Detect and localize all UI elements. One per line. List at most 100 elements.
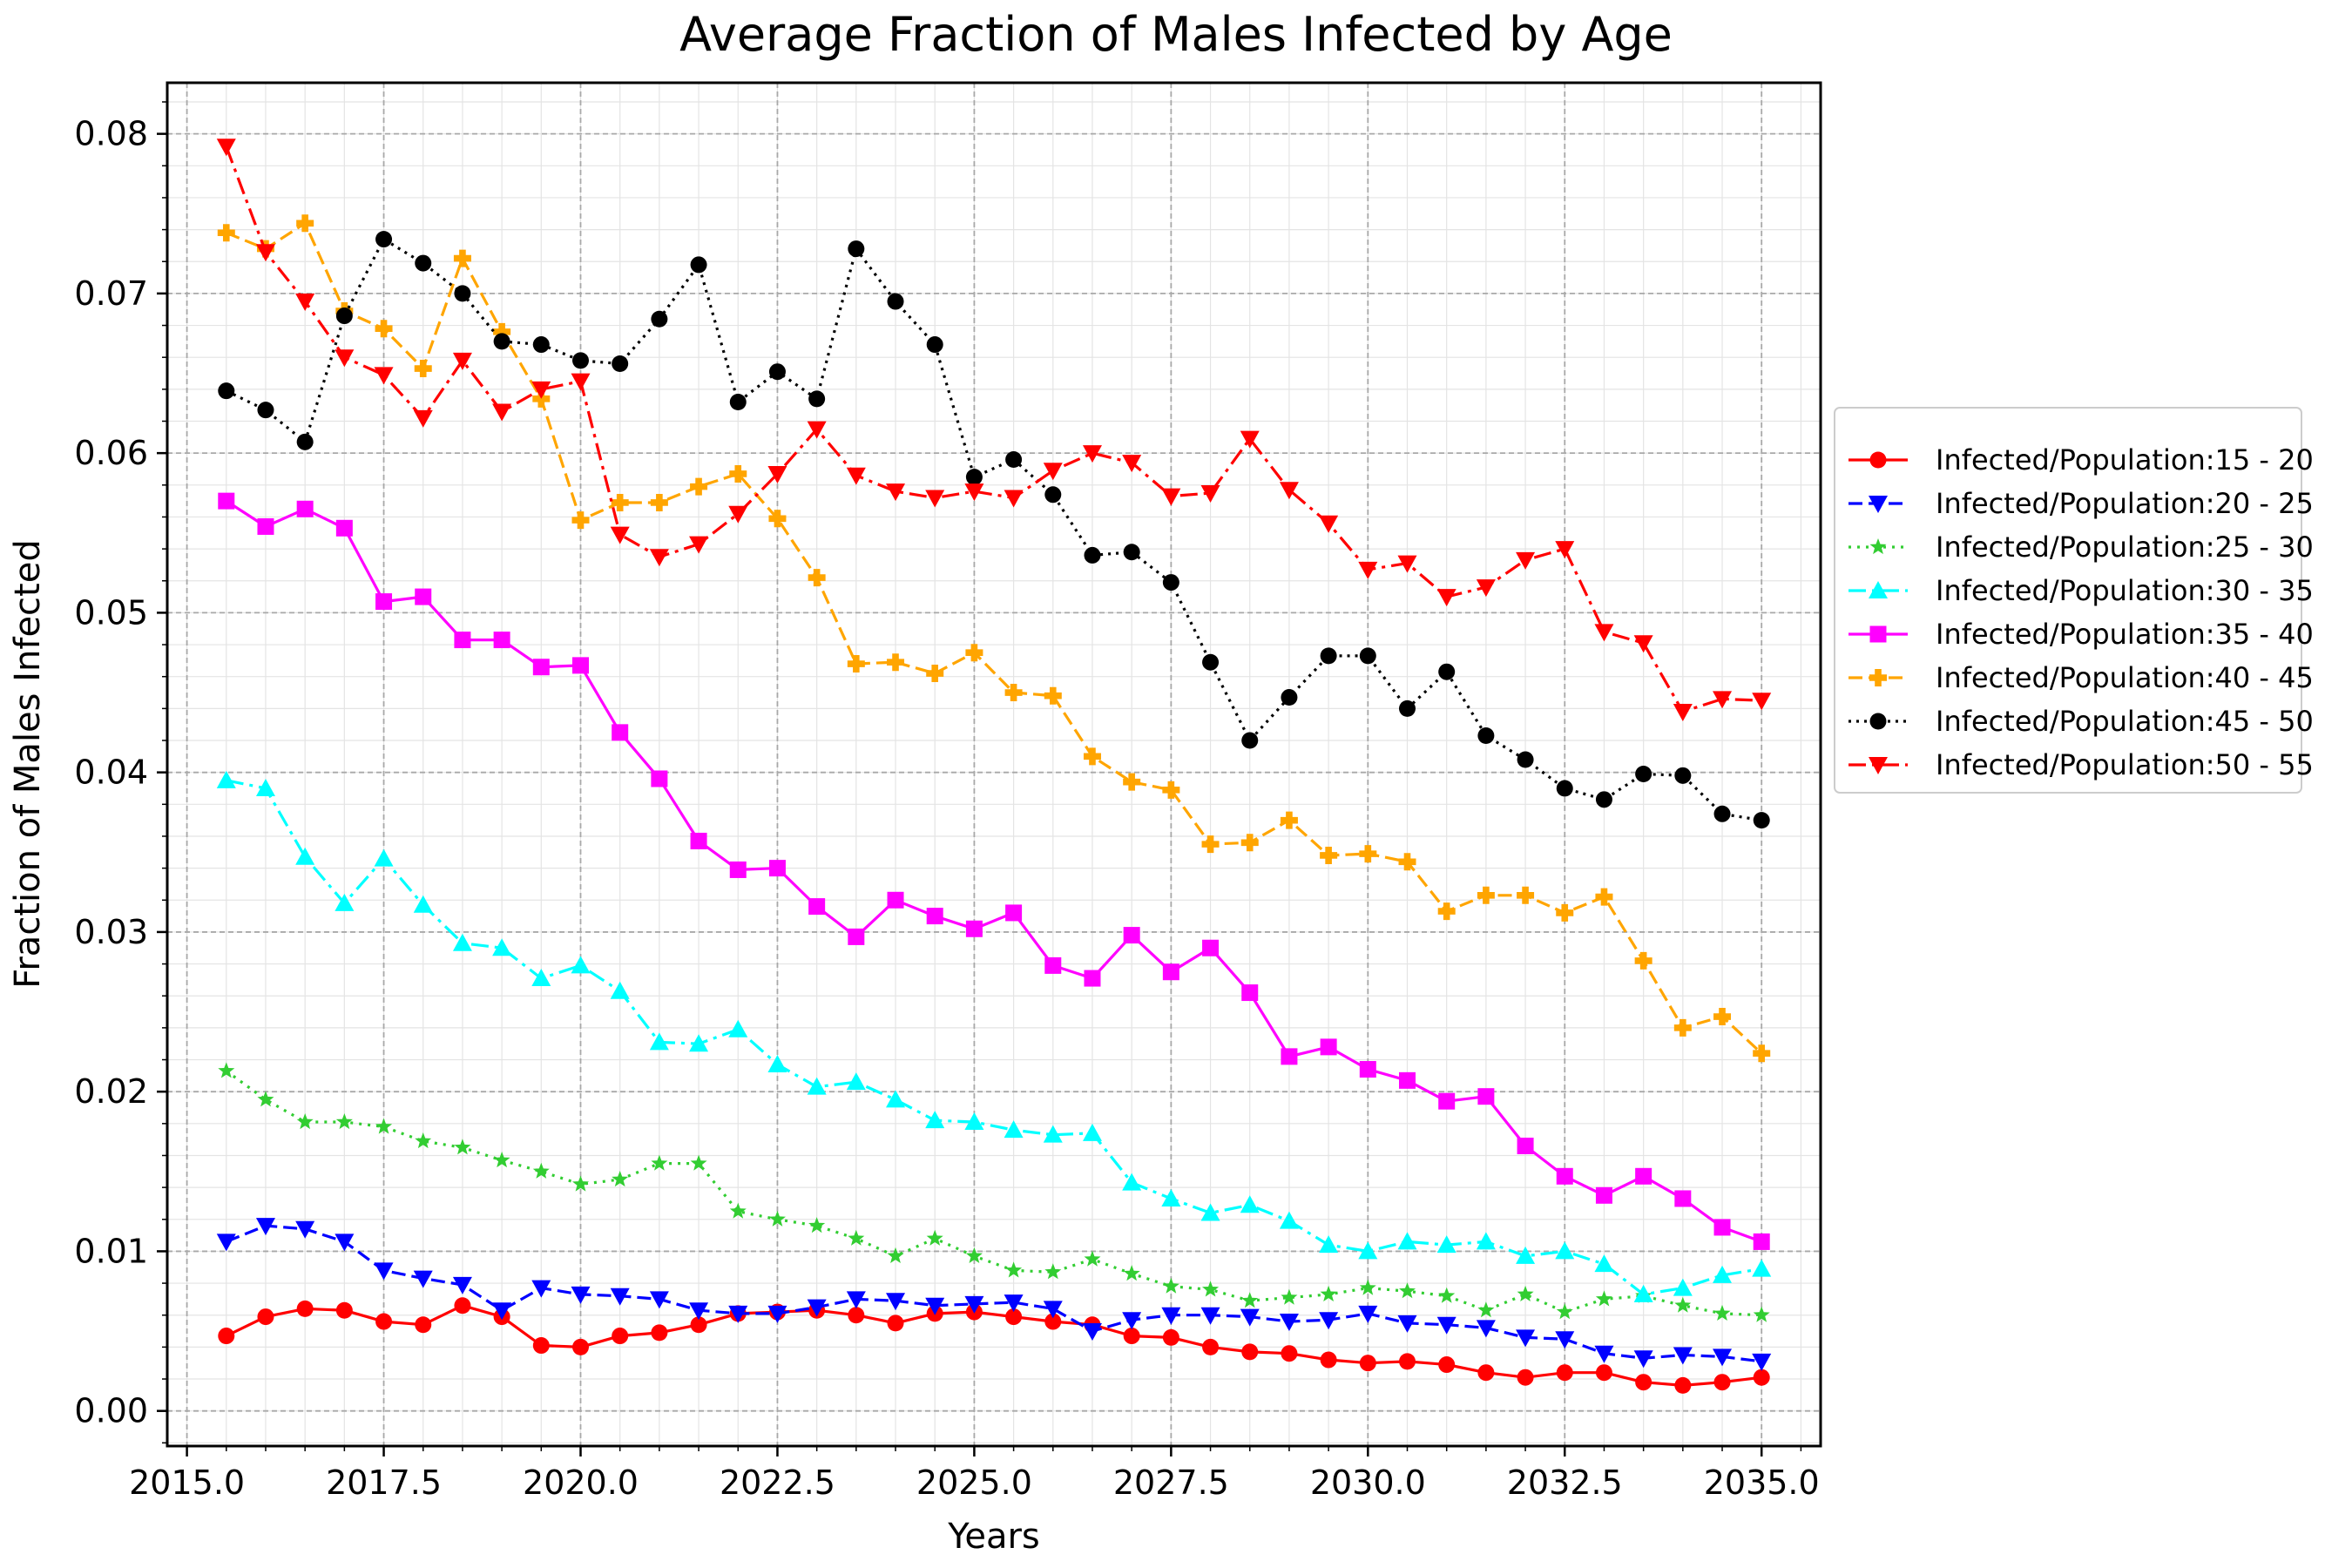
data-point: [1517, 886, 1535, 904]
data-point: [572, 1338, 589, 1355]
data-point: [650, 493, 668, 511]
data-point: [965, 644, 983, 662]
data-point: [1241, 1343, 1259, 1361]
data-point: [767, 465, 787, 483]
data-point: [729, 464, 747, 483]
data-point: [216, 139, 236, 157]
data-point: [1635, 1374, 1652, 1391]
data-point: [374, 1262, 394, 1281]
series-line: [225, 499, 1762, 1243]
data-point: [1397, 555, 1417, 573]
data-point: [1279, 1211, 1299, 1229]
legend-item: Infected/Population:50 - 55: [1848, 748, 2314, 781]
data-point: [1713, 1374, 1731, 1391]
y-tick-label: 0.04: [74, 754, 148, 792]
data-point: [1123, 544, 1140, 561]
data-point: [1476, 1320, 1496, 1338]
data-point: [1436, 1316, 1456, 1335]
x-axis-label: Years: [947, 1517, 1040, 1557]
data-point: [1595, 1364, 1612, 1382]
data-point: [296, 1300, 314, 1317]
data-point: [1752, 1259, 1772, 1277]
data-point: [296, 500, 314, 517]
data-point: [767, 1305, 787, 1323]
data-point: [375, 1118, 393, 1134]
y-tick-label: 0.06: [74, 434, 148, 472]
data-point: [415, 1316, 432, 1334]
data-point: [689, 536, 709, 554]
y-axis-label: Fraction of Males Infected: [8, 539, 48, 988]
data-point: [1595, 1290, 1612, 1307]
data-point: [1438, 1092, 1456, 1110]
data-point: [1281, 1048, 1298, 1065]
series-5: [218, 492, 1770, 1250]
data-point: [1594, 624, 1614, 642]
data-point: [965, 920, 983, 937]
data-point: [1674, 1376, 1692, 1394]
data-point: [1280, 811, 1298, 829]
data-point: [1281, 1345, 1298, 1362]
data-point: [413, 1270, 433, 1288]
data-point: [492, 403, 512, 422]
data-point: [1200, 484, 1220, 503]
data-point: [375, 1313, 393, 1330]
data-point: [531, 381, 551, 399]
data-point: [807, 1077, 827, 1095]
data-point: [1673, 1347, 1693, 1365]
data-point: [375, 593, 393, 611]
data-point: [1202, 653, 1220, 671]
data-point: [374, 848, 394, 867]
data-point: [610, 1288, 630, 1306]
data-point: [454, 1139, 471, 1155]
data-point: [926, 665, 944, 683]
data-point: [1635, 765, 1652, 782]
data-point: [413, 895, 433, 913]
plot-area: [167, 83, 1821, 1446]
data-point: [1674, 1190, 1692, 1207]
data-point: [414, 360, 432, 378]
data-point: [296, 214, 314, 233]
data-point: [887, 653, 905, 672]
data-point: [1399, 1282, 1416, 1299]
data-point: [808, 569, 826, 587]
data-point: [1555, 541, 1575, 559]
data-point: [571, 956, 591, 974]
data-point: [1713, 805, 1731, 822]
data-point: [1043, 1125, 1063, 1143]
data-point: [572, 1175, 589, 1192]
data-point: [1358, 1241, 1378, 1260]
data-point: [729, 1202, 747, 1219]
data-point: [1713, 1219, 1731, 1236]
data-point: [886, 483, 906, 502]
data-point: [1595, 791, 1612, 808]
data-point: [493, 333, 510, 350]
data-point: [1005, 904, 1023, 922]
data-point: [1555, 1331, 1575, 1349]
legend-label: Infected/Population:35 - 40: [1936, 618, 2314, 651]
data-point: [1083, 747, 1101, 766]
data-point: [925, 490, 945, 508]
data-point: [413, 409, 433, 428]
y-tick-label: 0.01: [74, 1232, 148, 1270]
data-point: [454, 632, 471, 649]
data-point: [768, 860, 786, 877]
series-7: [218, 231, 1770, 829]
data-point: [886, 1293, 906, 1311]
data-point: [1594, 1254, 1614, 1273]
legend-marker: [1869, 757, 1888, 774]
data-point: [571, 373, 591, 391]
data-point: [1004, 490, 1024, 508]
data-point: [415, 588, 432, 605]
legend-marker: [1869, 625, 1887, 643]
data-point: [1281, 689, 1298, 706]
data-point: [1477, 727, 1495, 745]
data-point: [1123, 1328, 1140, 1345]
data-point: [1713, 1348, 1733, 1367]
data-point: [846, 467, 866, 485]
data-point: [1634, 951, 1652, 970]
x-tick-label: 2027.5: [1113, 1463, 1229, 1502]
data-point: [1635, 1167, 1652, 1185]
data-point: [728, 1019, 748, 1037]
data-point: [255, 778, 275, 796]
data-point: [1320, 1351, 1337, 1369]
